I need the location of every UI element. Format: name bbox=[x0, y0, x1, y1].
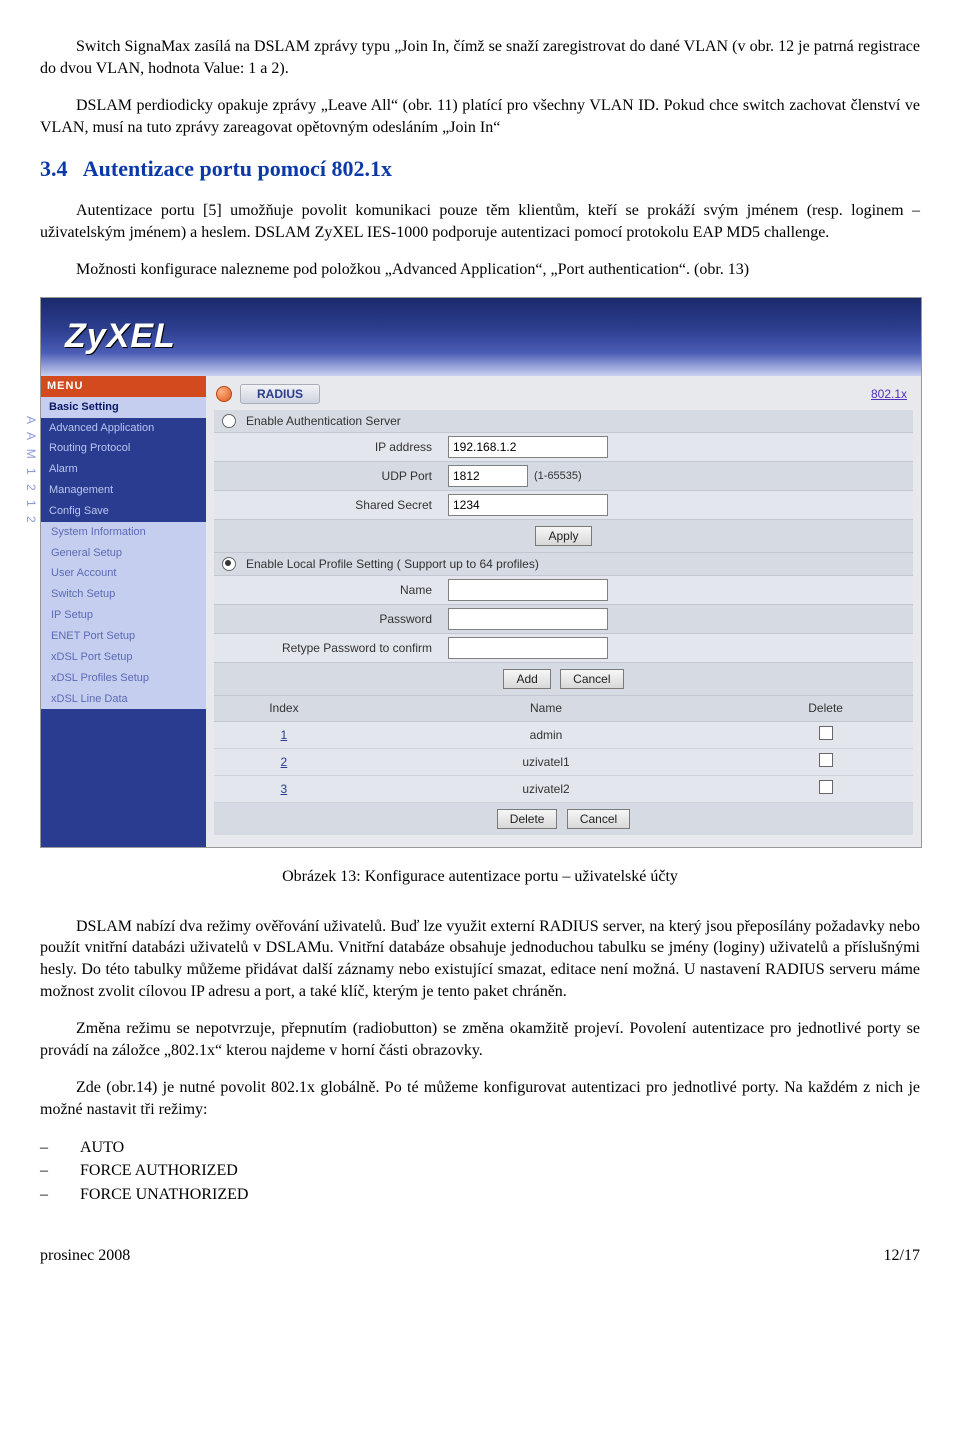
label-enable-local-profile: Enable Local Profile Setting ( Support u… bbox=[242, 556, 539, 572]
footer-date: prosinec 2008 bbox=[40, 1245, 130, 1267]
submenu-enet-port-setup[interactable]: ENET Port Setup bbox=[41, 626, 206, 647]
footer-pagenum: 12/17 bbox=[884, 1245, 920, 1267]
apply-button[interactable]: Apply bbox=[535, 526, 591, 546]
row-index-link[interactable]: 1 bbox=[281, 728, 288, 742]
paragraph: DSLAM nabízí dva režimy ověřování uživat… bbox=[40, 916, 920, 1002]
dot-icon bbox=[216, 386, 232, 402]
table-row: 1 admin bbox=[214, 721, 913, 748]
row-name: admin bbox=[354, 721, 738, 748]
row-name: uzivatel2 bbox=[354, 775, 738, 802]
row-index-link[interactable]: 2 bbox=[281, 755, 288, 769]
section-heading: 3.4 Autentizace portu pomocí 802.1x bbox=[40, 154, 920, 184]
label-name: Name bbox=[222, 582, 448, 598]
submenu-switch-setup[interactable]: Switch Setup bbox=[41, 584, 206, 605]
label-retype-password: Retype Password to confirm bbox=[222, 640, 448, 656]
sidebar-item-management[interactable]: Management bbox=[41, 480, 206, 501]
col-name: Name bbox=[354, 696, 738, 721]
col-delete: Delete bbox=[738, 696, 913, 721]
checkbox-delete[interactable] bbox=[819, 726, 833, 740]
screenshot-zyxel: ZyXEL A A M 1 2 1 2 MENU Basic Setting A… bbox=[40, 297, 922, 848]
submenu-user-account[interactable]: User Account bbox=[41, 563, 206, 584]
submenu-xdsl-profiles-setup[interactable]: xDSL Profiles Setup bbox=[41, 668, 206, 689]
mode-list: –AUTO –FORCE AUTHORIZED –FORCE UNATHORIZ… bbox=[40, 1137, 920, 1206]
checkbox-delete[interactable] bbox=[819, 780, 833, 794]
sidebar-item-alarm[interactable]: Alarm bbox=[41, 459, 206, 480]
submenu-xdsl-line-data[interactable]: xDSL Line Data bbox=[41, 689, 206, 710]
section-number: 3.4 bbox=[40, 156, 68, 181]
hint-udp-range: (1-65535) bbox=[528, 469, 582, 484]
label-ip-address: IP address bbox=[222, 439, 448, 455]
row-index-link[interactable]: 3 bbox=[281, 782, 288, 796]
submenu-ip-setup[interactable]: IP Setup bbox=[41, 605, 206, 626]
content-panel: RADIUS 802.1x Enable Authentication Serv… bbox=[206, 376, 921, 847]
table-row: 2 uzivatel1 bbox=[214, 748, 913, 775]
paragraph: Možnosti konfigurace nalezneme pod polož… bbox=[40, 259, 920, 281]
logo: ZyXEL bbox=[65, 314, 176, 360]
input-ip-address[interactable] bbox=[448, 436, 608, 458]
device-model-vertical: A A M 1 2 1 2 bbox=[23, 416, 39, 526]
sidebar-item-routing-protocol[interactable]: Routing Protocol bbox=[41, 438, 206, 459]
add-button[interactable]: Add bbox=[503, 669, 550, 689]
figure-caption: Obrázek 13: Konfigurace autentizace port… bbox=[40, 866, 920, 888]
menu-heading: MENU bbox=[41, 376, 206, 397]
paragraph: Autentizace portu [5] umožňuje povolit k… bbox=[40, 200, 920, 243]
panel-title-radius: RADIUS bbox=[240, 384, 320, 404]
mode-force-authorized: FORCE AUTHORIZED bbox=[80, 1162, 238, 1179]
input-shared-secret[interactable] bbox=[448, 494, 608, 516]
submenu-system-information[interactable]: System Information bbox=[41, 522, 206, 543]
profiles-table: Index Name Delete 1 admin 2 uzivatel1 3 … bbox=[214, 696, 913, 803]
label-shared-secret: Shared Secret bbox=[222, 497, 448, 513]
sidebar-item-config-save[interactable]: Config Save bbox=[41, 501, 206, 522]
label-enable-auth-server: Enable Authentication Server bbox=[242, 413, 401, 429]
col-index: Index bbox=[214, 696, 354, 721]
input-retype-password[interactable] bbox=[448, 637, 608, 659]
header-bar: ZyXEL bbox=[41, 298, 921, 376]
panel-title-pill: RADIUS bbox=[216, 384, 320, 404]
page-footer: prosinec 2008 12/17 bbox=[40, 1245, 920, 1267]
table-row: 3 uzivatel2 bbox=[214, 775, 913, 802]
paragraph: DSLAM perdiodicky opakuje zprávy „Leave … bbox=[40, 95, 920, 138]
paragraph: Switch SignaMax zasílá na DSLAM zprávy t… bbox=[40, 36, 920, 79]
delete-button[interactable]: Delete bbox=[497, 809, 558, 829]
row-name: uzivatel1 bbox=[354, 748, 738, 775]
radio-enable-local-profile[interactable] bbox=[222, 557, 236, 571]
cancel-button-2[interactable]: Cancel bbox=[567, 809, 630, 829]
sidebar: A A M 1 2 1 2 MENU Basic Setting Advance… bbox=[41, 376, 206, 847]
submenu-general-setup[interactable]: General Setup bbox=[41, 543, 206, 564]
cancel-button[interactable]: Cancel bbox=[560, 669, 623, 689]
input-name[interactable] bbox=[448, 579, 608, 601]
link-8021x[interactable]: 802.1x bbox=[871, 386, 907, 402]
radio-enable-auth-server[interactable] bbox=[222, 414, 236, 428]
mode-auto: AUTO bbox=[80, 1139, 124, 1156]
mode-force-unauthorized: FORCE UNATHORIZED bbox=[80, 1186, 248, 1203]
sidebar-item-advanced-application[interactable]: Advanced Application bbox=[41, 418, 206, 439]
label-udp-port: UDP Port bbox=[222, 468, 448, 484]
input-password[interactable] bbox=[448, 608, 608, 630]
sidebar-item-basic-setting[interactable]: Basic Setting bbox=[41, 397, 206, 418]
section-title: Autentizace portu pomocí 802.1x bbox=[83, 156, 392, 181]
checkbox-delete[interactable] bbox=[819, 753, 833, 767]
submenu-xdsl-port-setup[interactable]: xDSL Port Setup bbox=[41, 647, 206, 668]
paragraph: Zde (obr.14) je nutné povolit 802.1x glo… bbox=[40, 1077, 920, 1120]
input-udp-port[interactable] bbox=[448, 465, 528, 487]
paragraph: Změna režimu se nepotvrzuje, přepnutím (… bbox=[40, 1018, 920, 1061]
label-password: Password bbox=[222, 611, 448, 627]
